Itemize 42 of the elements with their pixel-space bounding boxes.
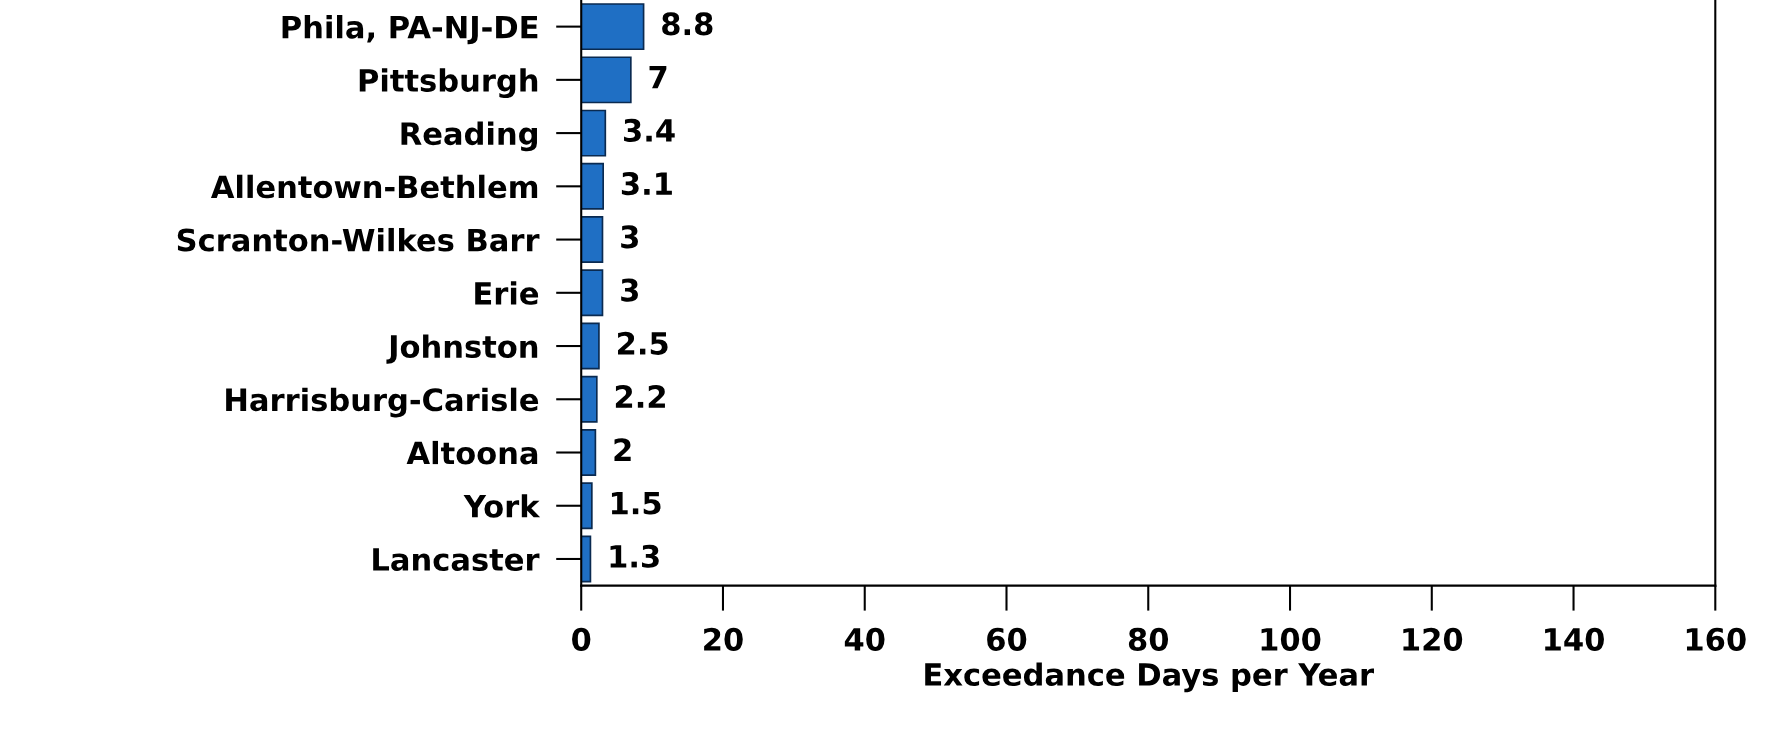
bar [581,56,632,104]
y-tick-label: Erie [475,281,539,305]
data-label: 1.3 [610,544,659,568]
x-tick-label: 100 [1261,627,1321,651]
y-tick-label: Johnston [386,334,538,364]
data-label: 2.2 [615,385,665,408]
x-tick-label: 0 [572,627,591,651]
bar [581,429,597,476]
y-tick-label: Pittsburgh [359,68,538,99]
x-tick-label: 140 [1545,627,1604,651]
y-tick-label: Allentown-Bethlem [210,174,538,199]
x-axis-title: Exceedance Days per Year [925,662,1375,693]
y-tick-label: York [463,494,541,518]
bar [581,322,600,370]
data-label: 8.8 [662,12,713,36]
y-tick-label: Phila, PA-NJ-DE [282,15,538,45]
data-label: 7 [649,66,667,89]
bar [581,375,598,423]
data-label: 2 [614,438,631,461]
x-tick-label: 120 [1403,627,1463,651]
y-tick-label: Altoona [406,440,538,465]
data-label: 3.4 [624,118,675,142]
x-tick-label: 80 [1128,627,1169,651]
bar [581,269,604,317]
y-tick-label: Lancaster [373,548,540,572]
bar [581,482,593,530]
bar [581,3,645,51]
x-tick-label: 60 [987,627,1027,651]
bar [581,162,605,210]
x-tick-label: 20 [704,627,743,651]
x-tick-label: 40 [844,627,885,651]
bar [581,216,604,264]
data-label: 2.5 [618,331,668,355]
data-label: 3 [621,225,638,249]
bar [581,109,607,157]
y-tick-label: Reading [401,121,537,152]
y-tick-label: Scranton-Wilkes Barr [177,227,540,252]
data-label: 1.5 [611,491,661,515]
data-label: 3 [621,278,638,302]
x-tick-label: 160 [1686,627,1746,651]
y-tick-label: Harrisburg-Carisle [226,387,539,418]
data-label: 3.1 [621,172,672,196]
